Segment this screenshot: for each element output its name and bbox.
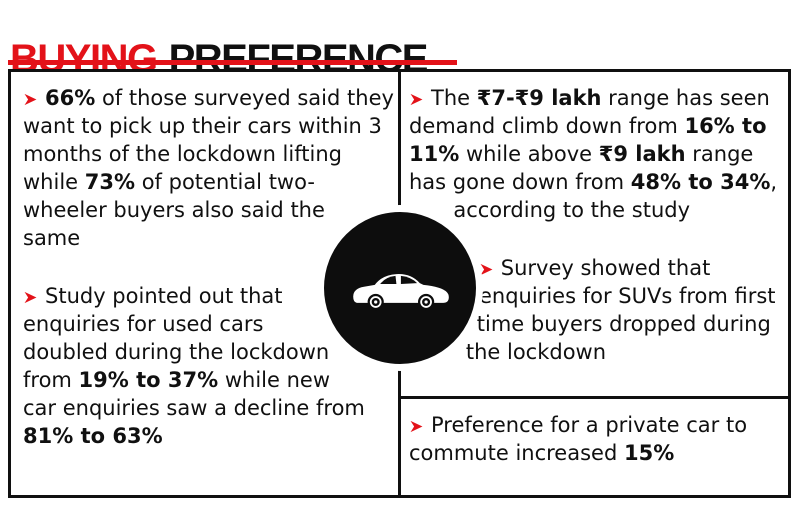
title-underline (8, 60, 457, 65)
car-icon (352, 273, 449, 310)
arrow-bullet-icon (410, 93, 423, 106)
left-column: 66% of those surveyed said they want to … (11, 72, 398, 495)
left-column-bullets: 66% of those surveyed said they want to … (23, 84, 394, 450)
arrow-bullet-icon (480, 263, 493, 276)
arrow-bullet-icon (24, 291, 37, 304)
bullet-text: Preference for a private car to commute … (409, 413, 748, 465)
bullet-text: Survey showed that enquiries for SUVs fr… (465, 256, 776, 364)
arrow-bullet-icon (24, 93, 37, 106)
bullet-item: Survey showed that enquiries for SUVs fr… (409, 254, 780, 366)
right-column-bullets: The ₹7-₹9 lakh range has seen demand cli… (401, 84, 788, 467)
bullet-text: Study pointed out that enquiries for use… (23, 284, 365, 448)
bullet-item: Preference for a private car to commute … (409, 411, 780, 467)
car-badge (316, 205, 483, 371)
content-box: 66% of those surveyed said they want to … (8, 69, 791, 498)
bullet-item: Study pointed out that enquiries for use… (23, 282, 394, 450)
arrow-bullet-icon (410, 420, 423, 433)
bullet-item: 66% of those surveyed said they want to … (23, 84, 394, 252)
bullet-text: The ₹7-₹9 lakh range has seen demand cli… (409, 86, 778, 222)
right-column: The ₹7-₹9 lakh range has seen demand cli… (401, 72, 788, 495)
bullet-item: The ₹7-₹9 lakh range has seen demand cli… (409, 84, 780, 224)
bullet-text: 66% of those surveyed said they want to … (23, 86, 394, 250)
section-divider (401, 396, 788, 399)
